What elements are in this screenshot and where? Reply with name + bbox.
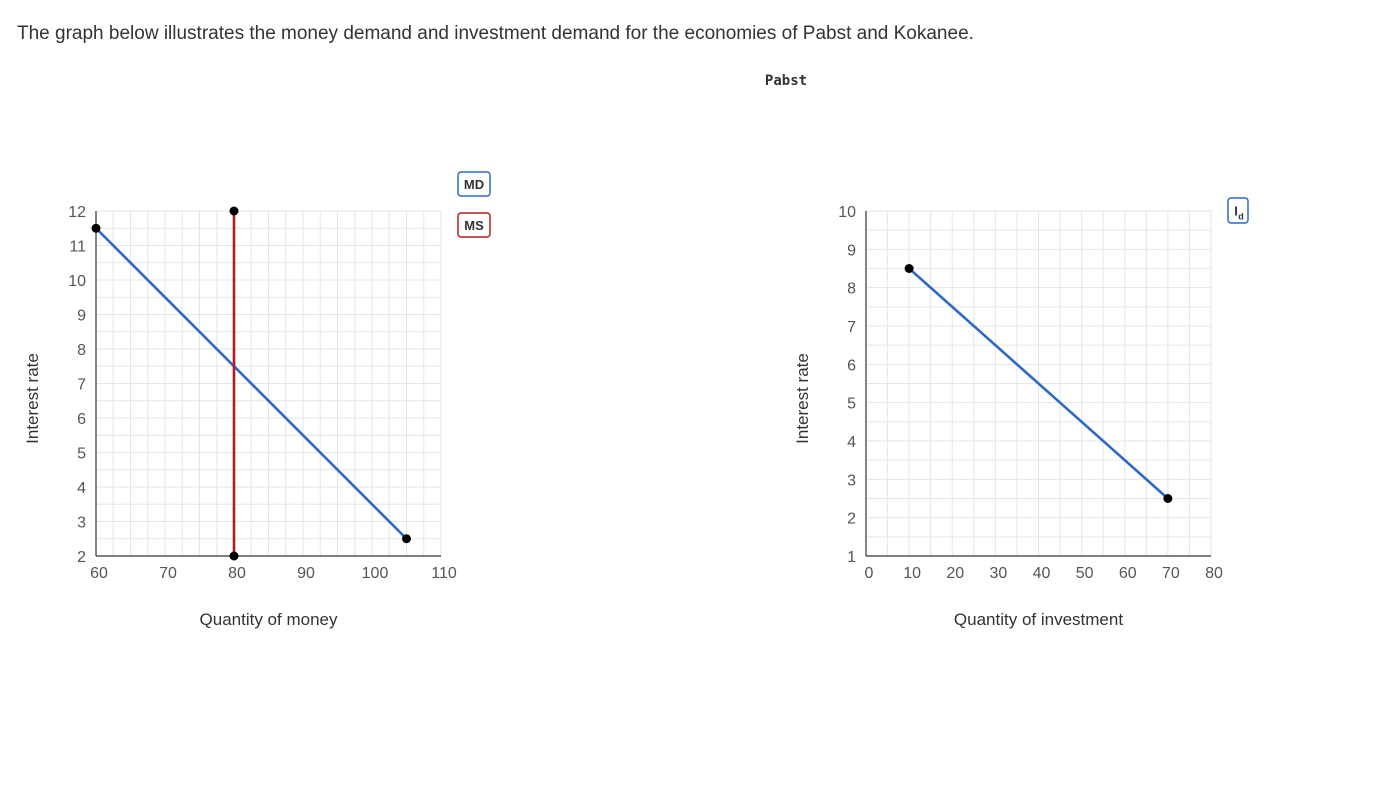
legend-subscript: d	[1238, 212, 1244, 222]
x-tick-label: 100	[362, 565, 389, 582]
y-tick-label: 6	[847, 357, 856, 374]
y-tick-label: 6	[77, 411, 86, 428]
x-axis-label: Quantity of investment	[954, 610, 1123, 629]
x-tick-label: 70	[1162, 565, 1180, 582]
chart-2: 0 10 20 30 40 50 60 70 80 1 2 3 4 5 6 7 8 9 10 Quantity of …	[793, 197, 1249, 629]
x-tick-label: 90	[297, 565, 315, 582]
y-tick-label: 1	[847, 549, 856, 566]
x-tick-label: 50	[1076, 565, 1094, 582]
chart-1: 60 70 80 90 100 110 2 3 4 5 6 7 8 9 10 11 12 Quantity of …	[23, 171, 491, 629]
id-endpoint[interactable]	[904, 264, 914, 273]
y-tick-label: 10	[68, 273, 86, 290]
x-tick-label: 60	[1119, 565, 1137, 582]
y-tick-label: 3	[847, 472, 856, 489]
x-tick-label: 10	[903, 565, 921, 582]
id-curve[interactable]	[908, 267, 1169, 500]
y-tick-label: 4	[77, 480, 86, 497]
y-tick-label: 12	[68, 204, 86, 221]
y-tick-label: 7	[847, 319, 856, 336]
x-tick-label: 30	[989, 565, 1007, 582]
grid	[95, 210, 442, 557]
y-tick-label: 9	[77, 308, 86, 325]
y-tick-label: 2	[77, 549, 86, 566]
legend-box[interactable]	[457, 212, 491, 238]
x-tick-label: 60	[90, 565, 108, 582]
y-tick-label: 4	[847, 434, 856, 451]
y-tick-label: 3	[77, 515, 86, 532]
x-tick-label: 80	[1205, 565, 1223, 582]
chart-title: Pabst	[764, 73, 808, 89]
y-tick-label: 7	[77, 377, 86, 394]
x-tick-label: 70	[159, 565, 177, 582]
ms-endpoint[interactable]	[229, 551, 239, 561]
y-tick-label: 2	[847, 511, 856, 528]
id-endpoint[interactable]	[1163, 494, 1173, 503]
y-tick-label: 10	[838, 204, 856, 221]
legend-md[interactable]: MD	[457, 171, 491, 197]
y-axis-label: Interest rate	[793, 353, 812, 444]
x-tick-label: 80	[228, 565, 246, 582]
legend-label: MD	[464, 177, 484, 192]
legend-box[interactable]	[457, 171, 491, 197]
legend-label: MS	[464, 218, 484, 233]
md-endpoint[interactable]	[402, 534, 411, 544]
y-tick-label: 9	[847, 242, 856, 259]
x-tick-label: 110	[431, 565, 457, 582]
legend-label: I	[1234, 204, 1238, 219]
x-axis-label: Quantity of money	[200, 610, 338, 629]
y-tick-label: 8	[77, 342, 86, 359]
y-tick-label: 8	[847, 281, 856, 298]
ms-endpoint[interactable]	[229, 206, 239, 216]
md-endpoint[interactable]	[91, 223, 101, 233]
x-tick-label: 0	[865, 565, 874, 582]
y-axis-label: Interest rate	[23, 353, 42, 444]
y-tick-label: 11	[69, 239, 86, 256]
x-tick-label: 20	[946, 565, 964, 582]
y-tick-label: 5	[77, 446, 86, 463]
question-text: The graph below illustrates the money de…	[17, 23, 974, 44]
x-tick-label: 40	[1033, 565, 1051, 582]
legend-ms[interactable]: MS	[457, 212, 491, 238]
y-tick-label: 5	[847, 396, 856, 413]
md-curve[interactable]	[95, 227, 408, 540]
legend-box[interactable]	[1227, 197, 1249, 224]
